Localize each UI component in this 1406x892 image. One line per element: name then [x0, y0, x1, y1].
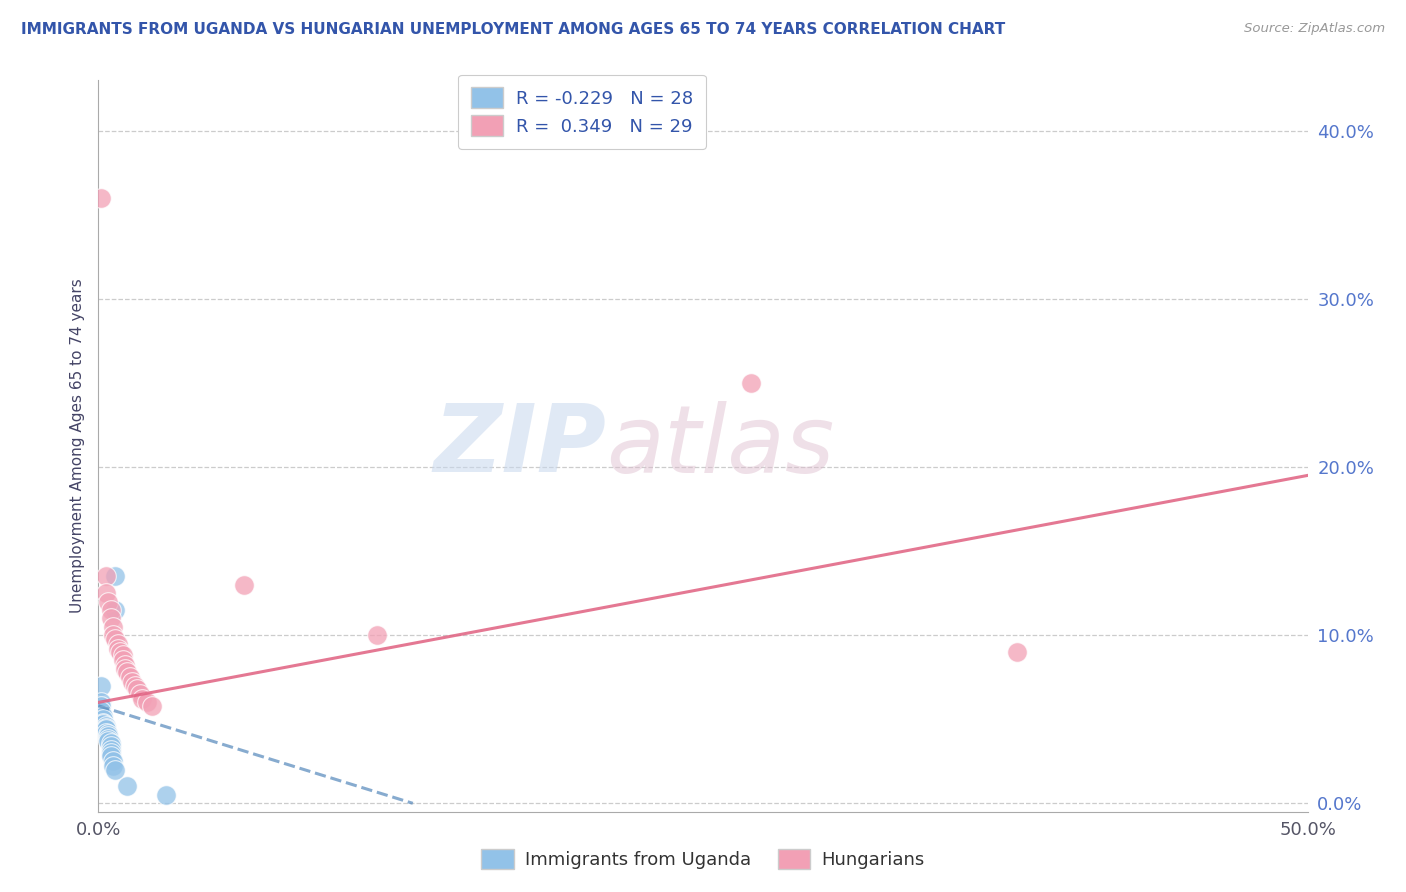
- Point: [104, 603, 127, 617]
- Point: [232, 578, 254, 592]
- Point: [101, 620, 124, 634]
- Point: [97, 594, 120, 608]
- Point: [94, 719, 117, 733]
- Point: [366, 628, 388, 642]
- Legend: Immigrants from Uganda, Hungarians: Immigrants from Uganda, Hungarians: [472, 839, 934, 879]
- Point: [117, 780, 139, 794]
- Point: [94, 723, 117, 737]
- Point: [104, 632, 127, 646]
- Point: [94, 586, 117, 600]
- Point: [111, 648, 134, 663]
- Text: Source: ZipAtlas.com: Source: ZipAtlas.com: [1244, 22, 1385, 36]
- Point: [104, 569, 127, 583]
- Point: [100, 749, 122, 764]
- Point: [740, 376, 762, 390]
- Point: [101, 628, 124, 642]
- Point: [107, 636, 129, 650]
- Point: [117, 665, 139, 680]
- Point: [100, 736, 122, 750]
- Point: [97, 732, 120, 747]
- Point: [101, 759, 124, 773]
- Point: [100, 739, 122, 753]
- Point: [100, 746, 122, 760]
- Point: [90, 191, 112, 205]
- Point: [91, 709, 114, 723]
- Point: [141, 698, 163, 713]
- Point: [91, 712, 114, 726]
- Point: [121, 675, 143, 690]
- Y-axis label: Unemployment Among Ages 65 to 74 years: Unemployment Among Ages 65 to 74 years: [69, 278, 84, 614]
- Point: [108, 645, 131, 659]
- Point: [90, 695, 112, 709]
- Point: [100, 742, 122, 756]
- Point: [90, 704, 112, 718]
- Point: [104, 763, 127, 777]
- Point: [127, 681, 149, 696]
- Point: [107, 641, 129, 656]
- Point: [128, 687, 150, 701]
- Point: [114, 662, 136, 676]
- Point: [94, 569, 117, 583]
- Point: [91, 715, 114, 730]
- Point: [94, 721, 117, 735]
- Point: [111, 653, 134, 667]
- Point: [94, 725, 117, 739]
- Point: [155, 788, 177, 802]
- Text: ZIP: ZIP: [433, 400, 606, 492]
- Text: atlas: atlas: [606, 401, 835, 491]
- Point: [131, 692, 153, 706]
- Point: [100, 603, 122, 617]
- Legend: R = -0.229   N = 28, R =  0.349   N = 29: R = -0.229 N = 28, R = 0.349 N = 29: [458, 75, 706, 149]
- Point: [97, 727, 120, 741]
- Point: [97, 729, 120, 743]
- Point: [118, 670, 141, 684]
- Point: [90, 679, 112, 693]
- Point: [91, 717, 114, 731]
- Point: [90, 698, 112, 713]
- Point: [1007, 645, 1029, 659]
- Point: [101, 754, 124, 768]
- Point: [135, 695, 157, 709]
- Point: [97, 734, 120, 748]
- Point: [114, 658, 136, 673]
- Text: IMMIGRANTS FROM UGANDA VS HUNGARIAN UNEMPLOYMENT AMONG AGES 65 TO 74 YEARS CORRE: IMMIGRANTS FROM UGANDA VS HUNGARIAN UNEM…: [21, 22, 1005, 37]
- Point: [124, 679, 146, 693]
- Point: [100, 611, 122, 625]
